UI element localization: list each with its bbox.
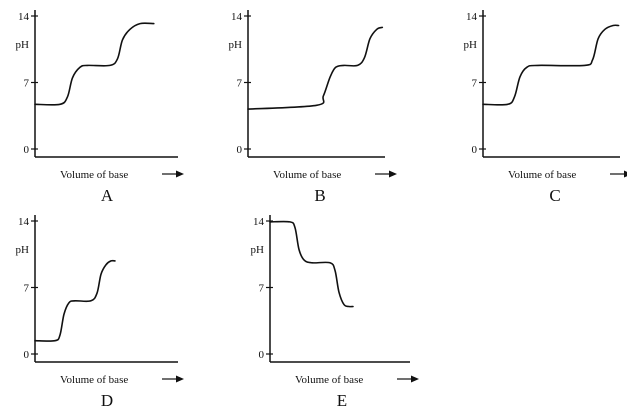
chart-panel-d: 0 7 14 pH Volume of base D	[16, 215, 184, 410]
y-tick-label-0: 0	[24, 144, 30, 156]
y-tick-label-14: 14	[253, 216, 265, 228]
x-axis-label: Volume of base	[295, 374, 363, 386]
panel-letter: D	[101, 391, 113, 410]
y-tick-label-0: 0	[24, 349, 30, 361]
y-tick-label-7: 7	[259, 283, 265, 295]
y-tick-label-14: 14	[18, 11, 30, 23]
chart-panel-e: 0 7 14 pH Volume of base E	[251, 215, 419, 410]
y-tick-label-14: 14	[231, 11, 243, 23]
x-axis-arrow-icon	[624, 170, 627, 178]
y-axis-label: pH	[251, 244, 265, 256]
y-axis-label: pH	[16, 39, 30, 51]
titration-curve-line	[482, 24, 620, 106]
y-tick-label-7: 7	[237, 78, 243, 90]
y-axis-label: pH	[229, 39, 243, 51]
y-tick-label-7: 7	[472, 78, 478, 90]
x-axis-label: Volume of base	[273, 169, 341, 181]
x-axis-label: Volume of base	[60, 374, 128, 386]
y-tick-label-0: 0	[237, 144, 243, 156]
y-tick-label-7: 7	[24, 78, 30, 90]
y-axis-label: pH	[464, 39, 478, 51]
y-tick-label-14: 14	[18, 216, 30, 228]
y-tick-label-7: 7	[24, 283, 30, 295]
x-axis-arrow-icon	[389, 170, 397, 178]
x-axis-arrow-icon	[176, 375, 184, 383]
x-axis-arrow-icon	[176, 170, 184, 178]
x-axis-label: Volume of base	[60, 169, 128, 181]
titration-curve-line	[34, 259, 116, 342]
titration-curve-line	[269, 220, 354, 308]
panel-letter: B	[314, 186, 325, 205]
titration-curve-line	[34, 22, 155, 106]
y-axis-label: pH	[16, 244, 30, 256]
y-tick-label-14: 14	[466, 11, 478, 23]
titration-curve-line	[247, 26, 384, 110]
y-tick-label-0: 0	[259, 349, 265, 361]
panel-letter: E	[337, 391, 347, 410]
x-axis-label: Volume of base	[508, 169, 576, 181]
chart-panel-b: 0 7 14 pH Volume of base B	[229, 10, 397, 205]
panel-letter: C	[549, 186, 560, 205]
y-tick-label-0: 0	[472, 144, 478, 156]
panel-letter: A	[101, 186, 114, 205]
chart-panel-a: 0 7 14 pH Volume of base A	[16, 10, 184, 205]
chart-panel-c: 0 7 14 pH Volume of base C	[464, 10, 627, 205]
x-axis-arrow-icon	[411, 375, 419, 383]
